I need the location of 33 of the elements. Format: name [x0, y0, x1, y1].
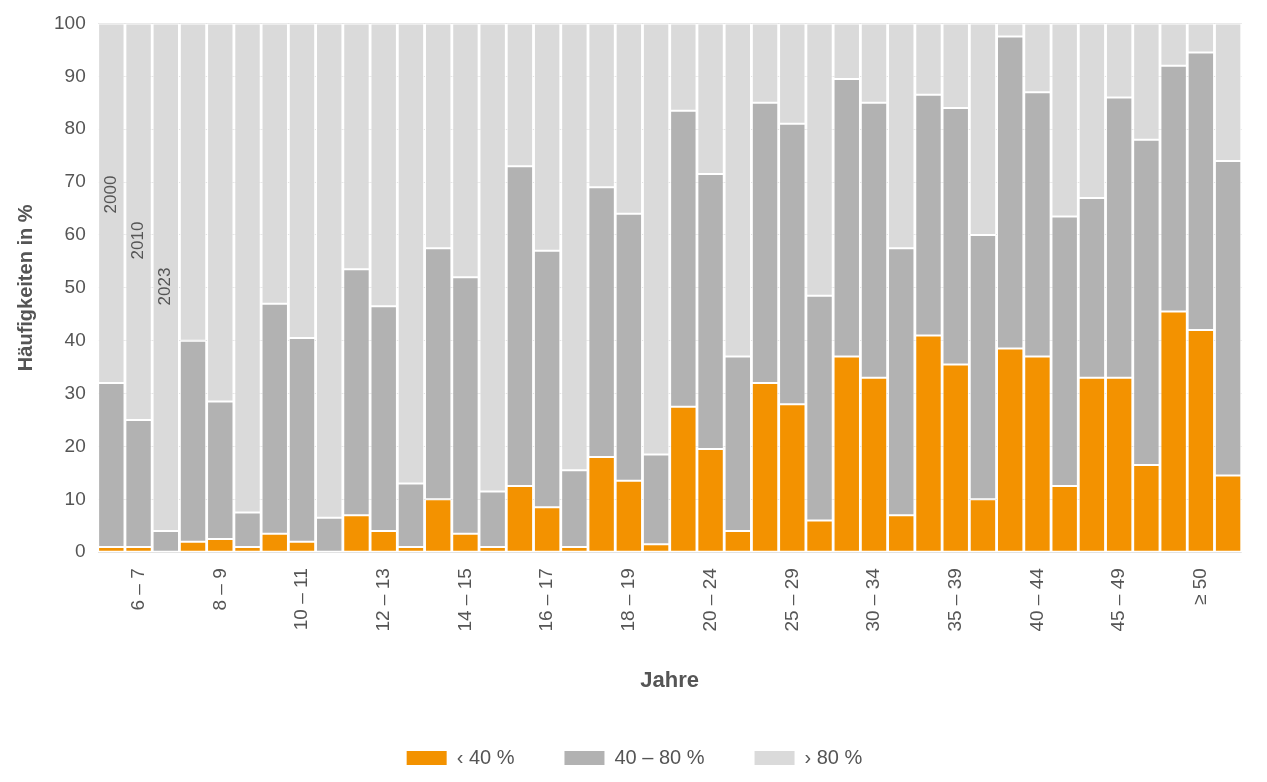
- y-tick-label: 100: [54, 11, 86, 33]
- legend-label: › 80 %: [804, 745, 863, 768]
- y-tick-label: 0: [75, 540, 86, 562]
- y-tick-label: 50: [64, 276, 86, 298]
- annotation: 2010: [128, 221, 148, 260]
- y-tick-label: 70: [64, 170, 86, 192]
- x-tick-label: 18 – 19: [617, 568, 639, 632]
- y-tick-label: 20: [64, 434, 86, 456]
- x-tick-label: 8 – 9: [208, 568, 230, 611]
- legend-label: 40 – 80 %: [614, 745, 705, 768]
- x-tick-label: 40 – 44: [1025, 567, 1047, 632]
- y-tick-label: 10: [64, 487, 86, 509]
- y-tick-label: 90: [64, 64, 86, 86]
- x-tick-label: 6 – 7: [126, 568, 148, 611]
- x-tick-label: ≥ 50: [1189, 568, 1211, 606]
- y-tick-label: 80: [64, 117, 86, 139]
- x-axis-title: Jahre: [640, 666, 700, 692]
- y-tick-label: 40: [64, 328, 86, 350]
- legend-label: ‹ 40 %: [456, 745, 515, 768]
- x-tick-label: 14 – 15: [453, 568, 475, 632]
- y-axis-title: Häufigkeiten in %: [13, 204, 36, 372]
- x-tick-label: 25 – 29: [780, 568, 802, 632]
- x-tick-label: 10 – 11: [290, 568, 312, 631]
- x-tick-label: 35 – 39: [943, 568, 965, 632]
- x-tick-label: 30 – 34: [862, 567, 884, 632]
- y-tick-label: 60: [64, 223, 86, 245]
- x-tick-label: 12 – 13: [371, 568, 393, 632]
- y-tick-label: 30: [64, 381, 86, 403]
- x-tick-label: 16 – 17: [535, 568, 557, 632]
- x-tick-label: 45 – 49: [1107, 568, 1129, 632]
- annotation: 2000: [101, 175, 121, 214]
- annotation: 2023: [155, 267, 175, 306]
- x-tick-label: 20 – 24: [698, 567, 720, 632]
